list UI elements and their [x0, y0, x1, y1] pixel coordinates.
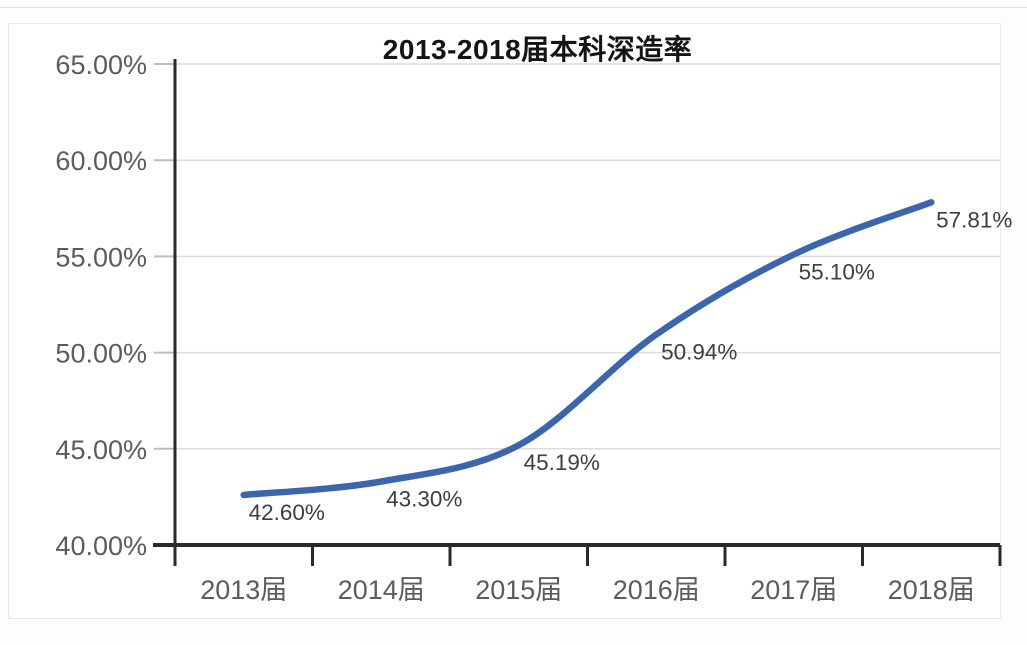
x-tick-label: 2017届: [750, 575, 837, 605]
data-label: 50.94%: [661, 340, 737, 365]
data-label: 45.19%: [524, 450, 600, 475]
data-label: 57.81%: [936, 207, 1012, 232]
y-tick-label: 65.00%: [55, 50, 147, 80]
top-divider: [0, 7, 1027, 8]
y-tick-label: 60.00%: [55, 146, 147, 176]
chart-title: 2013-2018届本科深造率: [382, 34, 693, 65]
y-tick-label: 40.00%: [55, 531, 147, 561]
x-tick-label: 2015届: [475, 575, 562, 605]
data-label: 55.10%: [799, 259, 875, 284]
x-tick-label: 2016届: [613, 575, 700, 605]
data-label: 43.30%: [386, 487, 462, 512]
x-tick-label: 2013届: [200, 575, 287, 605]
series-line: [240, 199, 935, 499]
x-tick-label: 2018届: [888, 575, 975, 605]
y-tick-label: 45.00%: [55, 435, 147, 465]
y-tick-label: 50.00%: [55, 339, 147, 369]
x-tick-label: 2014届: [338, 575, 425, 605]
data-label: 42.60%: [249, 500, 325, 525]
y-tick-label: 55.00%: [55, 242, 147, 272]
